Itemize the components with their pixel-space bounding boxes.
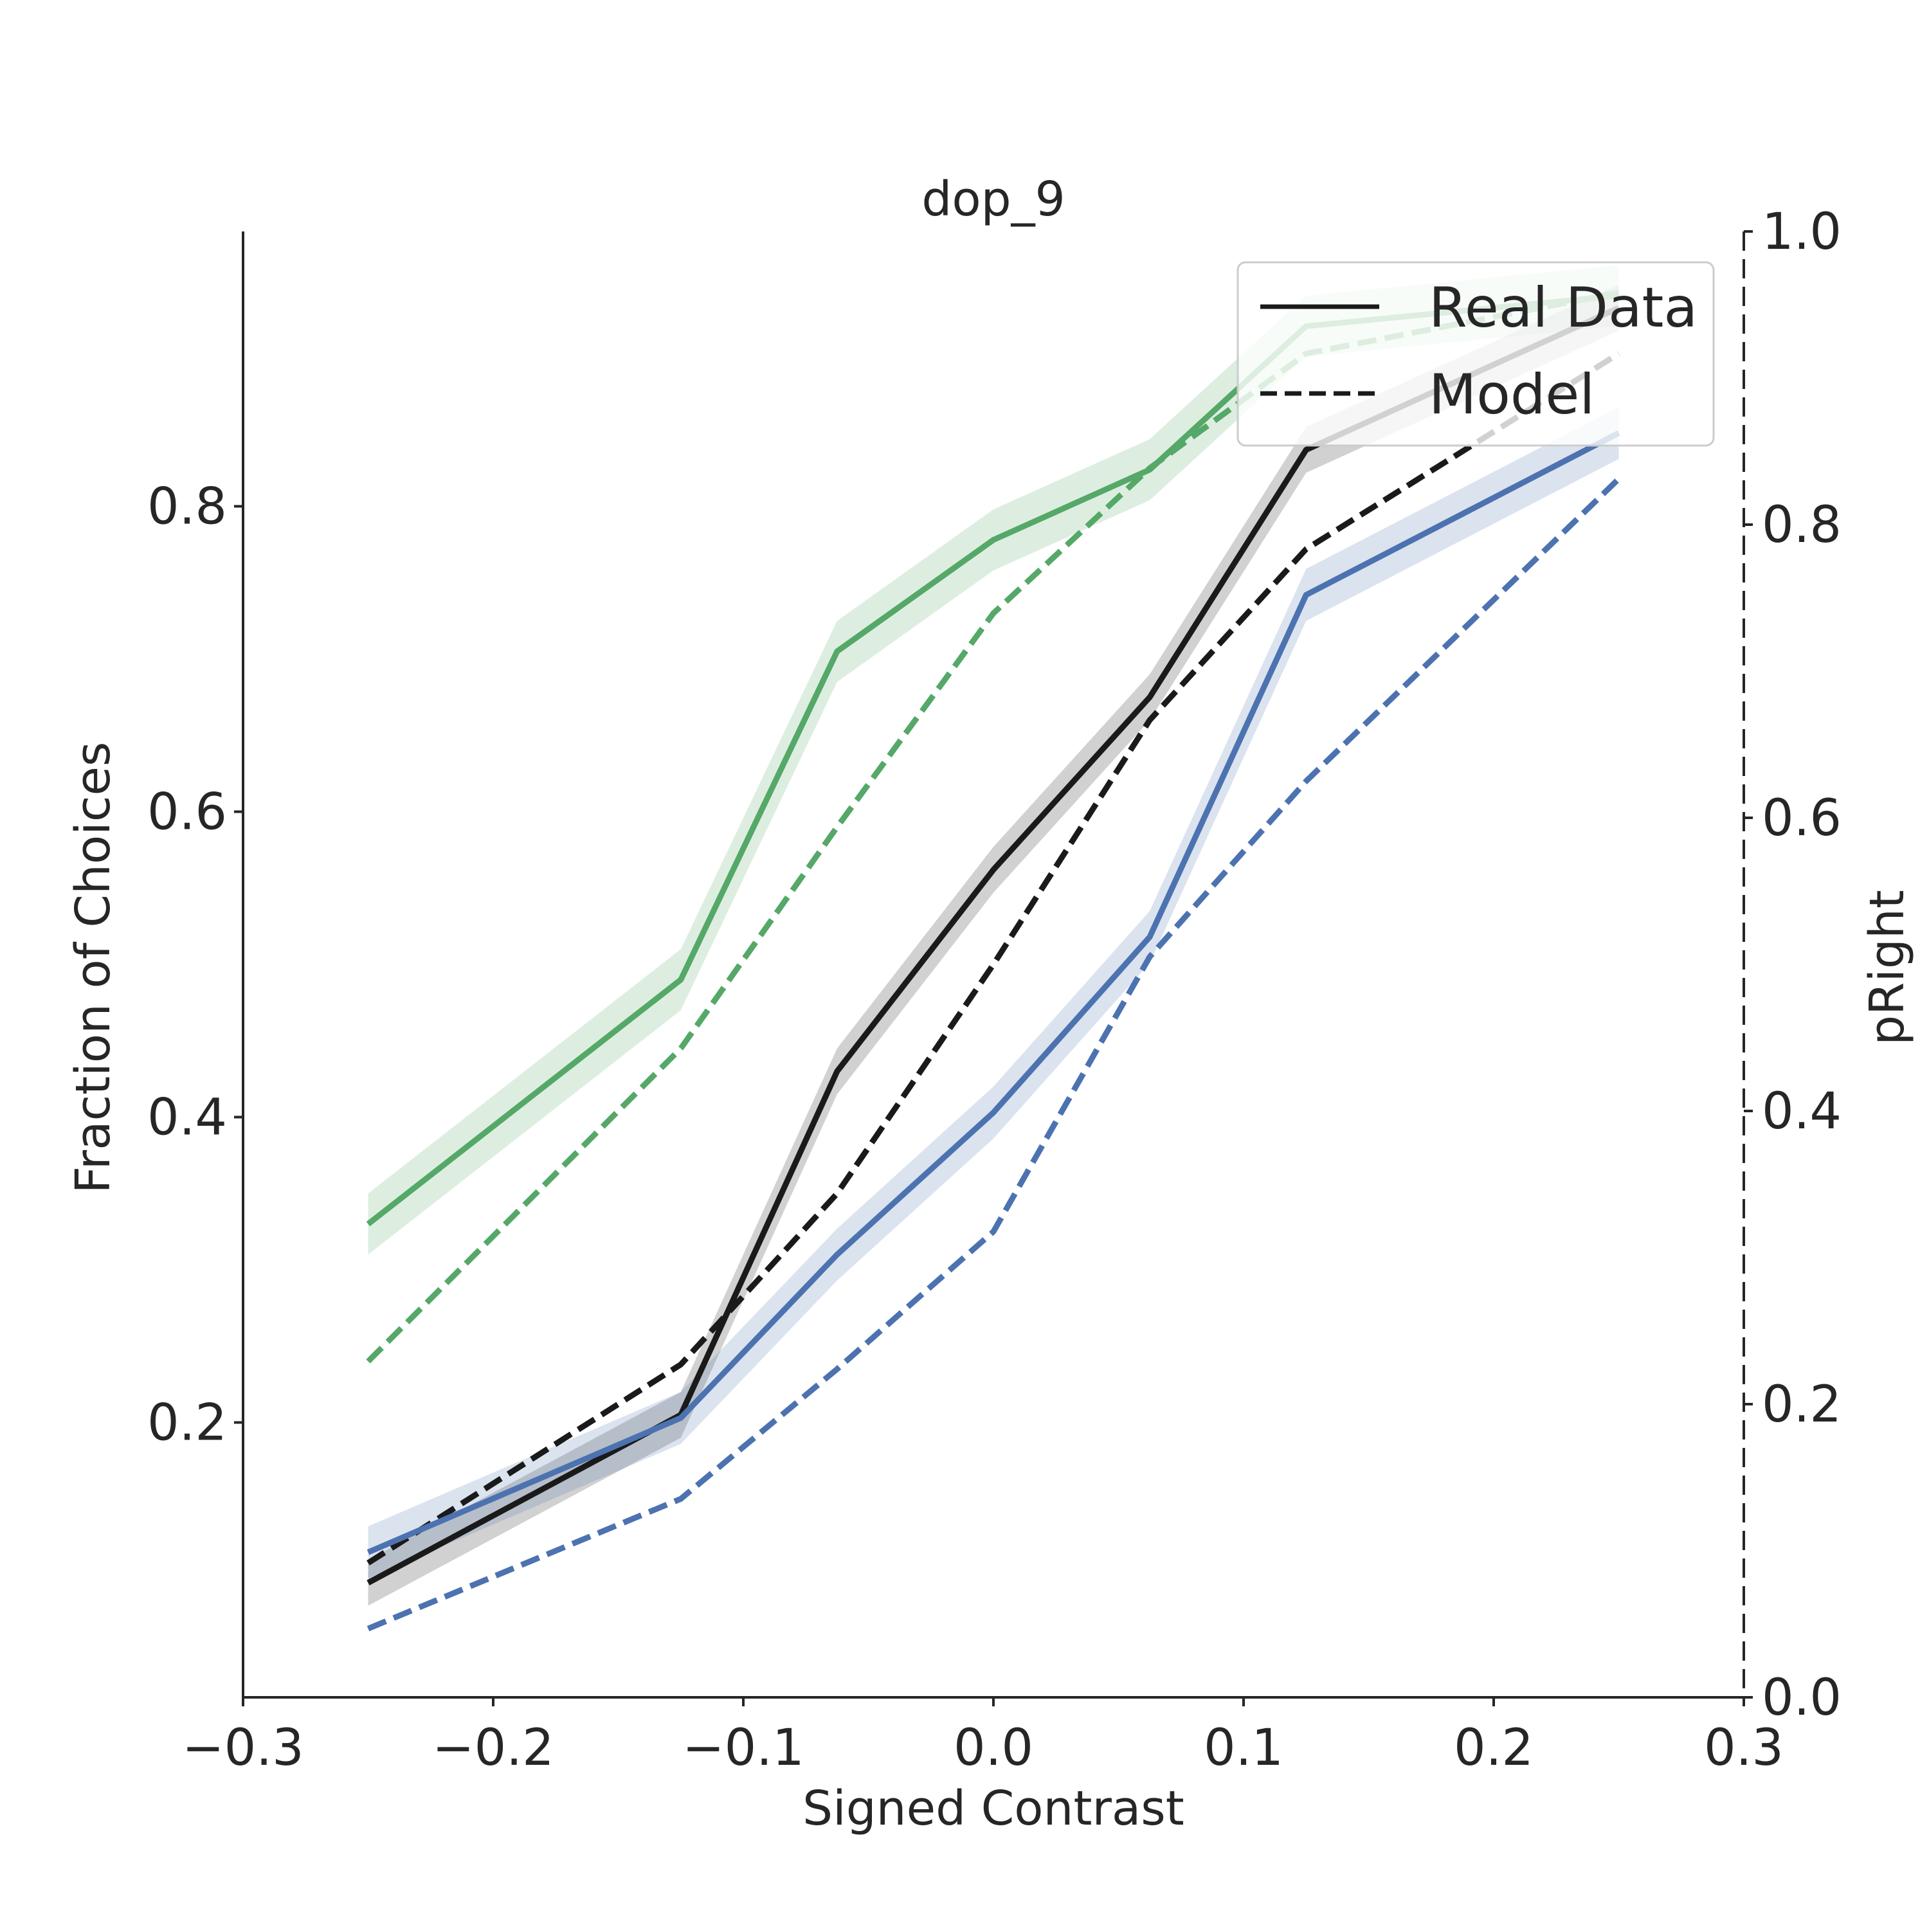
y2-axis-label: pRight <box>1860 890 1915 1045</box>
y2-tick-label: 0.8 <box>1762 496 1842 554</box>
y-axis-label: Fraction of Choices <box>66 742 121 1194</box>
y-tick-label: 0.8 <box>147 478 227 536</box>
axes: −0.3 −0.2 −0.1 0.0 0.1 0.2 0.3 0.2 0.4 0.6 0.8 0.0 0… <box>147 203 1842 1777</box>
series-2-line <box>367 305 1620 1585</box>
plot-area <box>366 265 1621 1632</box>
series-1-line <box>366 289 1620 1364</box>
legend-model-label: Model <box>1429 363 1595 427</box>
legend: Real Data Model <box>1236 261 1715 447</box>
legend-real-data-label: Real Data <box>1429 276 1698 340</box>
series-4-band <box>368 407 1619 1578</box>
x-tick-label: −0.1 <box>682 1719 804 1777</box>
y-tick-label: 0.2 <box>147 1395 227 1452</box>
x-tick-label: 0.0 <box>954 1719 1033 1777</box>
series-5-line <box>367 476 1621 1632</box>
y2-tick-label: 1.0 <box>1762 203 1842 261</box>
x-tick-label: 0.1 <box>1204 1719 1283 1777</box>
y-tick-label: 0.6 <box>147 784 227 842</box>
y-tick-label: 0.4 <box>147 1089 227 1147</box>
y2-tick-label: 0.0 <box>1762 1669 1842 1727</box>
y2-tick-label: 0.2 <box>1762 1376 1842 1434</box>
y2-tick-label: 0.4 <box>1762 1083 1842 1141</box>
series-4-line <box>367 430 1620 1555</box>
series-3-line <box>367 351 1620 1566</box>
x-tick-label: −0.3 <box>182 1719 303 1777</box>
x-axis-label: Signed Contrast <box>802 1781 1184 1836</box>
y2-tick-label: 0.6 <box>1762 790 1842 847</box>
x-tick-label: −0.2 <box>432 1719 554 1777</box>
x-tick-label: 0.3 <box>1704 1719 1784 1777</box>
series-2-band <box>368 285 1619 1606</box>
x-tick-label: 0.2 <box>1454 1719 1534 1777</box>
chart-title: dop_9 <box>921 172 1065 227</box>
series-0-band <box>368 265 1619 1255</box>
